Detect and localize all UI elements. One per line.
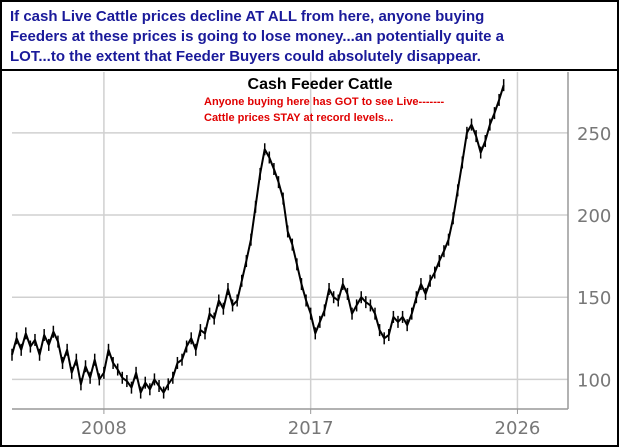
y-tick-label: 150 — [577, 288, 611, 309]
x-tick-label: 2017 — [288, 418, 334, 439]
y-tick-label: 250 — [577, 124, 611, 145]
annotation-line-1: Anyone buying here has GOT to see Live--… — [204, 96, 445, 108]
annotation-line-2: Cattle prices STAY at record levels... — [204, 112, 393, 124]
y-tick-label: 100 — [577, 370, 611, 391]
series-group — [11, 79, 505, 399]
banner-line-3: LOT...to the extent that Feeder Buyers c… — [10, 48, 481, 65]
price-series-line — [11, 84, 505, 394]
chart-title: Cash Feeder Cattle — [248, 76, 393, 93]
axes — [12, 72, 569, 414]
y-tick-label: 200 — [577, 206, 611, 227]
x-tick-label: 2026 — [495, 418, 541, 439]
tick-labels: 100 150 200 250 2008 2017 2026 — [81, 124, 611, 439]
commentary-banner: If cash Live Cattle prices decline AT AL… — [2, 2, 617, 71]
x-tick-label: 2008 — [81, 418, 127, 439]
banner-line-1: If cash Live Cattle prices decline AT AL… — [10, 8, 485, 25]
banner-line-2: Feeders at these prices is going to lose… — [10, 28, 505, 45]
